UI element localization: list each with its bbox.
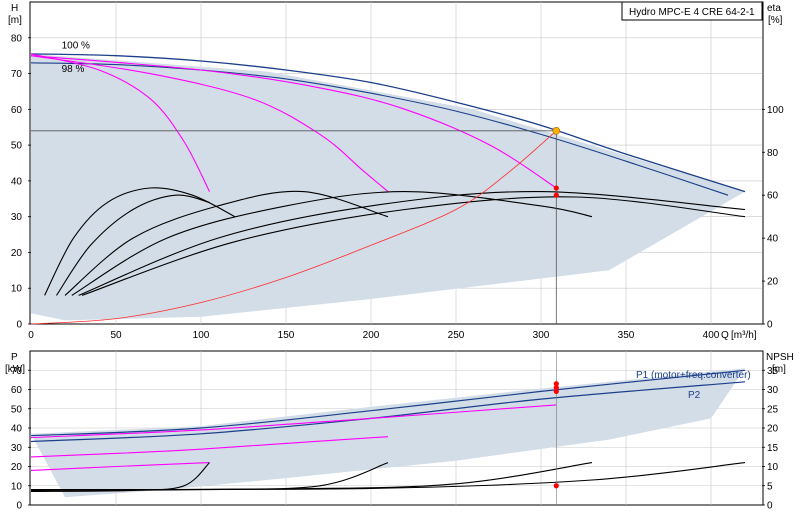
chart-title: Hydro MPC-E 4 CRE 64-2-1 (629, 7, 755, 18)
power-y-label: P (11, 352, 18, 363)
eta-y-tick-label: 20 (767, 277, 779, 288)
power-curves (30, 351, 746, 505)
markers (552, 127, 561, 489)
x-tick-label: 100 (193, 330, 210, 341)
npsh-y-tick-label: 35 (767, 366, 779, 377)
head-y-label: H (11, 3, 18, 14)
head-y-tick-label: 80 (11, 33, 23, 44)
x-unit: [m³/h] (731, 330, 757, 341)
partload-power-curve-2 (30, 436, 389, 458)
partload-head-curve-3 (30, 55, 557, 189)
efficiency-curve-3 (64, 190, 389, 296)
efficiency-curve-6 (81, 196, 746, 296)
npsh-y-tick-label: 10 (767, 462, 779, 473)
head-operating-area-shape (31, 53, 745, 321)
x-tick-label: 400 (703, 330, 720, 341)
npsh-y-tick-label: 30 (767, 385, 779, 396)
eta-y-tick-label: 0 (767, 320, 773, 331)
npsh-marker (553, 483, 559, 489)
x-tick-label: 200 (363, 330, 380, 341)
npsh-y-label: NPSH (766, 352, 794, 363)
efficiency-curve-1 (44, 187, 236, 296)
duty-point-marker (552, 127, 561, 135)
partload-power-curve-3 (30, 404, 557, 439)
power-y-unit: [kW] (5, 364, 25, 375)
power-y-tick-label: 0 (16, 501, 22, 512)
x-tick-label: 0 (28, 330, 34, 341)
eta-y-tick-label: 100 (767, 105, 784, 116)
head-y-unit: [m] (8, 15, 22, 26)
x-tick-label: 50 (110, 330, 122, 341)
power-y-tick-label: 50 (11, 404, 23, 415)
head-y-tick-label: 30 (11, 212, 23, 223)
eta-y-tick-label: 40 (767, 234, 779, 245)
head-marker-2 (553, 192, 559, 198)
x-tick-label: 350 (618, 330, 635, 341)
head-chart-frame (29, 1, 764, 325)
power-operating-area (31, 368, 745, 498)
max-speed-curve-100 (30, 53, 746, 193)
power-marker-3 (553, 388, 559, 395)
npsh-y-tick-label: 20 (767, 424, 779, 435)
npsh-y-tick-label: 5 (767, 481, 773, 492)
legend-p1: P1 (motor+freq.converter) (636, 370, 751, 381)
power-marker-1 (553, 381, 559, 387)
power-y-tick-label: 60 (11, 385, 23, 396)
power-y-tick-label: 40 (11, 424, 23, 435)
efficiency-curve-4 (71, 191, 593, 296)
npsh-y-tick-label: 0 (767, 501, 773, 512)
max-speed-curve-98 (30, 62, 729, 196)
annotation-100-percent: 100 % (62, 41, 90, 52)
head-curves (30, 53, 746, 325)
head-y-tick-label: 70 (11, 69, 23, 80)
x-label: Q (721, 330, 729, 341)
npsh-curve-4 (30, 462, 746, 491)
annotation-98-percent: 98 % (62, 64, 85, 75)
power-series-1 (30, 369, 746, 437)
head-operating-area (31, 53, 745, 321)
npsh-y-tick-label: 15 (767, 443, 779, 454)
x-tick-label: 150 (278, 330, 295, 341)
head-y-tick-label: 10 (11, 284, 23, 295)
head-marker-1 (553, 185, 559, 191)
title-box (621, 1, 763, 21)
efficiency-curve-5 (78, 191, 746, 296)
x-tick-label: 300 (533, 330, 550, 341)
power-y-tick-label: 20 (11, 462, 23, 473)
partload-head-curve-1 (30, 53, 210, 192)
head-y-tick-label: 40 (11, 176, 23, 187)
head-y-tick-label: 20 (11, 248, 23, 259)
power-y-tick-label: 70 (11, 366, 23, 377)
eta-y-unit: [%] (768, 15, 783, 26)
power-marker-2 (553, 384, 559, 391)
legend-p2: P2 (688, 390, 701, 401)
power-y-tick-label: 10 (11, 481, 23, 492)
partload-head-curve-2 (30, 55, 389, 193)
x-tick-label: 250 (448, 330, 465, 341)
eta-y-label: eta (767, 3, 781, 14)
partload-power-curve-1 (30, 462, 210, 471)
power-y-tick-label: 30 (11, 443, 23, 454)
eta-y-tick-label: 60 (767, 191, 779, 202)
power-operating-area-shape (31, 368, 745, 498)
npsh-y-tick-label: 25 (767, 404, 779, 415)
npsh-y-unit: [m] (772, 364, 786, 375)
head-y-tick-label: 60 (11, 105, 23, 116)
eta-y-tick-label: 80 (767, 148, 779, 159)
head-y-tick-label: 0 (16, 320, 22, 331)
system-curve (30, 130, 557, 325)
efficiency-curve-2 (56, 194, 210, 296)
head-y-tick-label: 50 (11, 141, 23, 152)
